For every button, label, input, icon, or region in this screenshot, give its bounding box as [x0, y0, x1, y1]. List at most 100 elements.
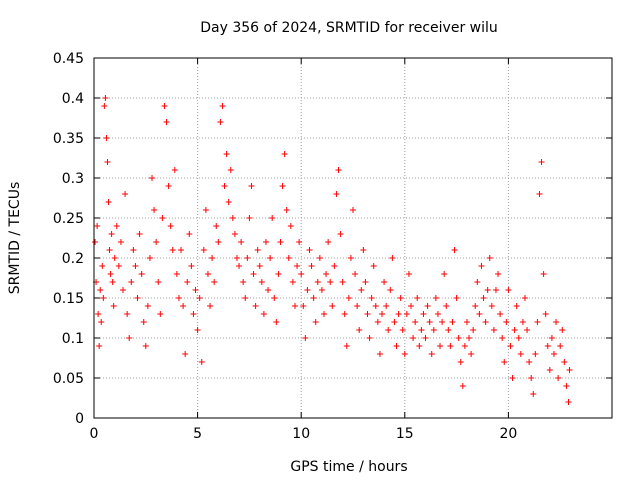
data-point — [476, 311, 483, 317]
data-point — [524, 327, 531, 333]
data-point — [468, 351, 475, 357]
y-tick-label: 0.25 — [53, 211, 84, 227]
data-point — [528, 375, 535, 381]
data-point — [111, 255, 118, 261]
x-tick-label: 0 — [90, 426, 99, 442]
data-point — [399, 327, 406, 333]
data-point — [107, 271, 114, 277]
data-point — [511, 327, 518, 333]
data-point — [159, 215, 166, 221]
data-point — [486, 255, 493, 261]
data-point — [335, 167, 342, 173]
y-tick-label: 0.05 — [53, 371, 84, 387]
data-point — [106, 247, 113, 253]
data-point — [221, 183, 228, 189]
data-point — [323, 271, 330, 277]
data-point — [566, 367, 573, 373]
data-point — [459, 383, 466, 389]
data-point — [350, 207, 356, 213]
data-point — [277, 239, 284, 245]
data-point — [233, 255, 240, 261]
data-point — [534, 319, 541, 325]
data-point — [333, 191, 340, 197]
data-point — [285, 255, 292, 261]
data-point — [526, 359, 533, 365]
data-point — [410, 335, 417, 341]
data-point — [557, 343, 564, 349]
data-point — [178, 247, 185, 253]
data-point — [379, 311, 386, 317]
x-tick-label: 20 — [499, 426, 517, 442]
data-point — [530, 391, 537, 397]
data-point — [372, 303, 379, 309]
data-point — [126, 335, 133, 341]
data-point — [416, 343, 423, 349]
data-point — [202, 207, 209, 213]
data-point — [146, 255, 153, 261]
data-points — [92, 95, 573, 405]
data-point — [376, 351, 383, 357]
data-point — [490, 327, 497, 333]
data-point — [521, 295, 528, 301]
data-point — [138, 271, 145, 277]
data-point — [513, 303, 520, 309]
data-point — [540, 271, 547, 277]
data-point — [418, 327, 425, 333]
x-tick-label: 5 — [193, 426, 202, 442]
data-point — [144, 303, 151, 309]
data-point — [306, 247, 313, 253]
data-point — [492, 287, 499, 293]
data-point — [310, 295, 317, 301]
data-point — [198, 359, 205, 365]
data-point — [430, 327, 437, 333]
y-tick-label: 0.1 — [62, 331, 84, 347]
data-point — [190, 311, 197, 317]
data-point — [385, 327, 392, 333]
data-point — [470, 327, 477, 333]
data-point — [219, 103, 226, 109]
x-axis-label: GPS time / hours — [290, 459, 407, 475]
data-point — [327, 279, 334, 285]
y-tick-label: 0.4 — [62, 91, 84, 107]
data-point — [132, 263, 139, 269]
data-point — [304, 287, 311, 293]
data-point — [113, 223, 120, 229]
data-point — [461, 343, 468, 349]
data-point — [217, 119, 224, 125]
data-point — [153, 239, 160, 245]
data-point — [383, 303, 390, 309]
data-point — [250, 271, 257, 277]
data-point — [354, 303, 361, 309]
data-point — [472, 303, 479, 309]
data-point — [374, 319, 381, 325]
data-point — [165, 183, 172, 189]
data-point — [389, 255, 396, 261]
data-point — [273, 319, 280, 325]
data-point — [169, 247, 176, 253]
data-point — [258, 279, 265, 285]
data-point — [312, 319, 319, 325]
data-point — [484, 287, 491, 293]
data-point — [495, 271, 502, 277]
data-point — [503, 319, 510, 325]
data-point — [397, 295, 404, 301]
data-point — [507, 343, 514, 349]
data-point — [171, 167, 178, 173]
y-tick-label: 0 — [75, 411, 84, 427]
y-tick-label: 0.2 — [62, 251, 84, 267]
chart-title: Day 356 of 2024, SRMTID for receiver wil… — [200, 20, 498, 36]
data-point — [341, 311, 348, 317]
data-point — [252, 303, 259, 309]
data-point — [136, 231, 143, 237]
data-point — [329, 303, 336, 309]
data-point — [109, 279, 116, 285]
data-point — [209, 255, 216, 261]
data-point — [466, 335, 473, 341]
data-point — [352, 271, 359, 277]
data-point — [368, 295, 375, 301]
grid-lines — [94, 58, 612, 418]
y-tick-label: 0.15 — [53, 291, 84, 307]
data-point — [428, 351, 435, 357]
data-point — [128, 279, 135, 285]
data-point — [238, 239, 245, 245]
